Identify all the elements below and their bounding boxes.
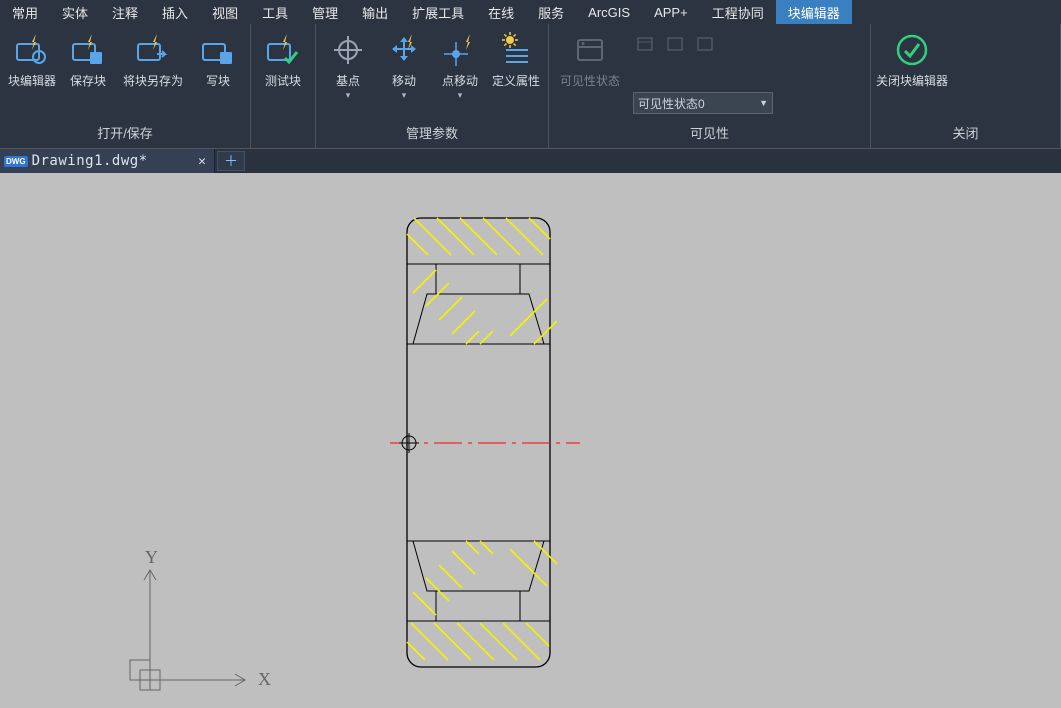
ribbon-panel-2: 基点 ▾ 移动 ▾ 点移动 ▾ 定义属性管理参数 bbox=[316, 24, 549, 148]
test-block-btn-icon bbox=[265, 32, 301, 68]
vis-mini-3 bbox=[695, 34, 715, 54]
save-block-as-btn-icon bbox=[135, 32, 171, 68]
menu-bar: 常用实体注释插入视图工具管理输出扩展工具在线服务ArcGISAPP+工程协同块编… bbox=[0, 0, 1061, 24]
menu-14[interactable]: 块编辑器 bbox=[776, 0, 852, 24]
write-block-btn-label: 写块 bbox=[206, 74, 230, 88]
visibility-state-button: 可见性状态 bbox=[553, 30, 627, 88]
document-tab-bar: DWG Drawing1.dwg* ✕ ＋ bbox=[0, 149, 1061, 173]
point-move-btn-label: 点移动 bbox=[442, 74, 478, 88]
chevron-down-icon: ▾ bbox=[458, 90, 463, 101]
menu-13[interactable]: 工程协同 bbox=[700, 0, 776, 24]
close-editor-btn-label: 关闭块编辑器 bbox=[876, 74, 948, 88]
point-move-btn-icon bbox=[442, 32, 478, 68]
new-tab-button[interactable]: ＋ bbox=[217, 151, 245, 171]
visibility-state-label: 可见性状态 bbox=[560, 74, 620, 88]
save-block-btn-icon bbox=[70, 32, 106, 68]
menu-10[interactable]: 服务 bbox=[526, 0, 576, 24]
test-block-btn-label: 测试块 bbox=[265, 74, 301, 88]
close-editor-btn[interactable]: 关闭块编辑器 bbox=[875, 30, 949, 88]
menu-4[interactable]: 视图 bbox=[200, 0, 250, 24]
block-editor-btn-label: 块编辑器 bbox=[8, 74, 56, 88]
ribbon-panel-title: 可见性 bbox=[549, 119, 870, 148]
ribbon: 块编辑器保存块 将块另存为 写块打开/保存 测试块 基点 ▾ 移动 ▾ 点移动 ▾ 定义属性管理参数… bbox=[0, 24, 1061, 149]
move-btn[interactable]: 移动 ▾ bbox=[376, 30, 432, 101]
ribbon-panel-title: 关闭 bbox=[871, 119, 1060, 148]
vis-mini-1 bbox=[635, 34, 655, 54]
menu-7[interactable]: 输出 bbox=[350, 0, 400, 24]
ribbon-panel-0: 块编辑器保存块 将块另存为 写块打开/保存 bbox=[0, 24, 251, 148]
base-point-btn-label: 基点 bbox=[336, 74, 360, 88]
base-point-btn-icon bbox=[330, 32, 366, 68]
ucs-x-label: X bbox=[258, 669, 271, 689]
define-attr-btn-label: 定义属性 bbox=[492, 74, 540, 88]
ribbon-panel-title: 管理参数 bbox=[316, 119, 548, 148]
block-editor-btn-icon bbox=[14, 32, 50, 68]
menu-8[interactable]: 扩展工具 bbox=[400, 0, 476, 24]
ribbon-panel-title: 打开/保存 bbox=[0, 119, 250, 148]
menu-6[interactable]: 管理 bbox=[300, 0, 350, 24]
save-block-btn-label: 保存块 bbox=[70, 74, 106, 88]
menu-1[interactable]: 实体 bbox=[50, 0, 100, 24]
dwg-icon: DWG bbox=[4, 156, 28, 167]
move-btn-label: 移动 bbox=[392, 74, 416, 88]
move-btn-icon bbox=[386, 32, 422, 68]
menu-2[interactable]: 注释 bbox=[100, 0, 150, 24]
ucs-indicator: X Y bbox=[135, 555, 275, 700]
menu-11[interactable]: ArcGIS bbox=[576, 0, 642, 24]
write-block-btn-icon bbox=[200, 32, 236, 68]
visibility-state-dropdown[interactable]: 可见性状态0 ▼ bbox=[633, 92, 773, 114]
menu-12[interactable]: APP+ bbox=[642, 0, 700, 24]
ribbon-panel-1: 测试块 bbox=[251, 24, 316, 148]
chevron-down-icon: ▾ bbox=[402, 90, 407, 101]
save-block-as-btn-label: 将块另存为 bbox=[123, 74, 183, 88]
visibility-dropdown-value: 可见性状态0 bbox=[638, 95, 705, 112]
test-block-btn[interactable]: 测试块 bbox=[255, 30, 311, 88]
menu-9[interactable]: 在线 bbox=[476, 0, 526, 24]
menu-5[interactable]: 工具 bbox=[250, 0, 300, 24]
define-attr-btn-icon bbox=[498, 32, 534, 68]
vis-mini-2 bbox=[665, 34, 685, 54]
point-move-btn[interactable]: 点移动 ▾ bbox=[432, 30, 488, 101]
ribbon-panel-title bbox=[251, 138, 315, 148]
block-editor-btn[interactable]: 块编辑器 bbox=[4, 30, 60, 88]
menu-0[interactable]: 常用 bbox=[0, 0, 50, 24]
chevron-down-icon: ▾ bbox=[346, 90, 351, 101]
define-attr-btn[interactable]: 定义属性 bbox=[488, 30, 544, 88]
drawing-canvas[interactable]: X Y bbox=[0, 173, 1061, 708]
menu-3[interactable]: 插入 bbox=[150, 0, 200, 24]
chevron-down-icon: ▼ bbox=[759, 98, 768, 108]
document-tab-title: Drawing1.dwg* bbox=[32, 153, 148, 169]
save-block-as-btn[interactable]: 将块另存为 bbox=[116, 30, 190, 88]
close-tab-icon[interactable]: ✕ bbox=[198, 154, 206, 169]
ribbon-panel-3: 可见性状态可见性状态0 ▼ 可见性 bbox=[549, 24, 871, 148]
document-tab[interactable]: DWG Drawing1.dwg* ✕ bbox=[0, 149, 215, 173]
visibility-state-icon bbox=[572, 32, 608, 68]
write-block-btn[interactable]: 写块 bbox=[190, 30, 246, 88]
base-point-btn[interactable]: 基点 ▾ bbox=[320, 30, 376, 101]
ribbon-panel-4: 关闭块编辑器关闭 bbox=[871, 24, 1061, 148]
save-block-btn[interactable]: 保存块 bbox=[60, 30, 116, 88]
close-editor-btn-icon bbox=[894, 32, 930, 68]
ucs-y-label: Y bbox=[145, 547, 158, 567]
